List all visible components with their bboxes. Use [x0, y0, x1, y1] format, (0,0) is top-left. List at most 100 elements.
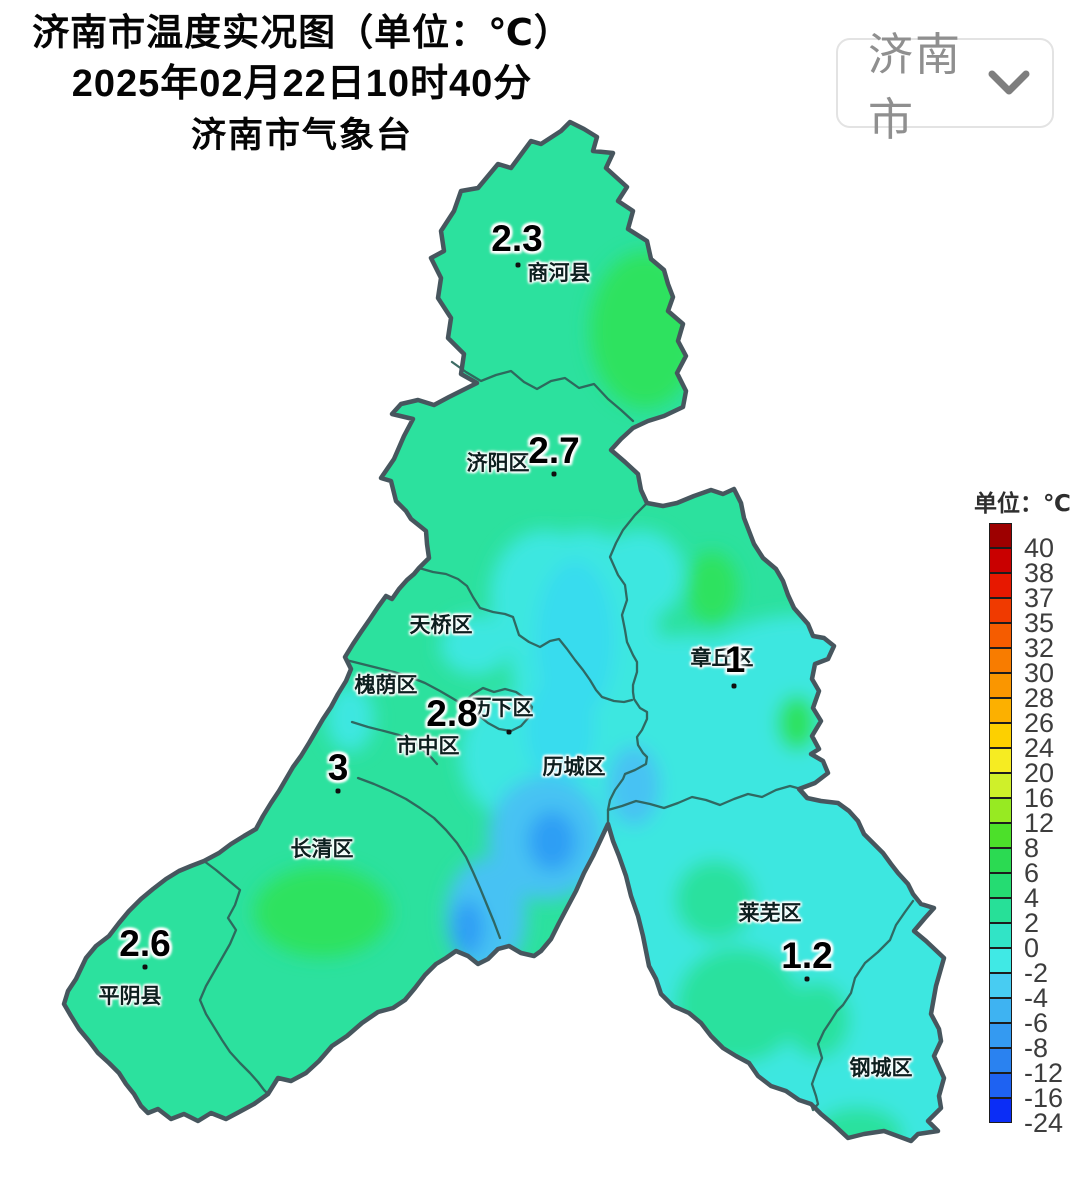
district-label-zhangqiu: 章丘区 [690, 647, 754, 670]
legend-swatch [989, 998, 1012, 1023]
region-selector-value: 济南市 [868, 29, 963, 145]
legend-swatch [989, 773, 1012, 798]
station-dot-jiyang [551, 471, 557, 477]
legend-swatch [989, 673, 1012, 698]
legend-tick-label: 8 [1024, 833, 1040, 863]
legend-tick-label: 32 [1024, 633, 1055, 663]
legend-entry: -4 [989, 973, 1063, 1012]
district-label-shanghe: 商河县 [527, 262, 591, 285]
legend-tick-label: 28 [1024, 683, 1055, 713]
legend-swatch [989, 898, 1012, 923]
legend-entry: 32 [989, 623, 1063, 662]
legend-tick-label: 20 [1024, 758, 1055, 788]
legend-tick-label: -2 [1024, 958, 1049, 988]
district-label-jiyang: 济阳区 [466, 452, 530, 475]
map-header: 济南市温度实况图（单位：℃） 2025年02月22日10时40分 济南市气象台 [0, 8, 604, 160]
legend-tick-label: 35 [1024, 608, 1055, 638]
district-label-pingyin: 平阴县 [98, 985, 162, 1008]
district-label-shizhong: 市中区 [396, 735, 460, 758]
legend-tick-label: -4 [1024, 983, 1049, 1013]
district-label-gangcheng: 钢城区 [849, 1057, 913, 1080]
legend-tick-label: 16 [1024, 783, 1055, 813]
legend-swatch [989, 648, 1012, 673]
district-label-tianqiao: 天桥区 [409, 614, 473, 637]
legend-entry: 37 [989, 573, 1063, 612]
legend-entry: -6 [989, 998, 1063, 1037]
legend-swatch [989, 698, 1012, 723]
legend-entry: 35 [989, 598, 1063, 637]
legend-tick-label: 4 [1024, 883, 1040, 913]
legend-tick-label: 37 [1024, 583, 1055, 613]
legend-entry: 2 [989, 898, 1063, 937]
legend-entry: 6 [989, 848, 1063, 887]
legend-entry: 20 [989, 748, 1063, 787]
legend-tick-label: 40 [1024, 533, 1055, 563]
temp-label-changqing: 3 [327, 747, 349, 788]
legend-tick-label: -24 [1024, 1108, 1064, 1138]
agency-name: 济南市气象台 [190, 116, 413, 156]
district-label-laiwu: 莱芜区 [738, 902, 802, 925]
legend-swatch [989, 573, 1012, 598]
legend-tick-label: 12 [1024, 808, 1055, 838]
color-legend: 40 38 37 35 32 30 28 26 24 20 16 12 8 6 … [989, 523, 1064, 1137]
legend-swatch [989, 823, 1012, 848]
station-dot-laiwu [804, 976, 810, 982]
legend-swatch [989, 798, 1012, 823]
district-label-licheng: 历城区 [542, 756, 606, 779]
legend-unit-label: 单位：℃ [974, 490, 1071, 516]
legend-swatch [989, 623, 1012, 648]
legend-tick-label: 26 [1024, 708, 1055, 738]
station-dot-changqing [335, 788, 341, 794]
legend-entry: -8 [989, 1023, 1063, 1062]
legend-tick-label: -6 [1024, 1008, 1049, 1038]
legend-tick-label: 0 [1024, 933, 1040, 963]
district-label-lixia: 历下区 [470, 697, 534, 720]
legend-swatch [989, 1073, 1012, 1098]
city-outline [61, 119, 947, 1144]
legend-swatch [989, 873, 1012, 898]
legend-tick-label: 30 [1024, 658, 1055, 688]
legend-entry: 26 [989, 698, 1063, 737]
legend-entry: 12 [989, 798, 1063, 837]
legend-entry: 0 [989, 923, 1063, 962]
station-dot-pingyin [142, 964, 148, 970]
timestamp: 2025年02月22日10时40分 [71, 62, 533, 105]
legend-swatch [989, 523, 1012, 548]
legend-entry: -16 [989, 1073, 1063, 1112]
legend-entry: 28 [989, 673, 1063, 712]
legend-tick-label: -8 [1024, 1033, 1049, 1063]
legend-swatch [989, 923, 1012, 948]
legend-swatch [989, 948, 1012, 973]
legend-swatch [989, 848, 1012, 873]
station-dot-shizhong [506, 729, 512, 735]
legend-entry: 8 [989, 823, 1063, 862]
legend-swatch [989, 1098, 1012, 1123]
legend-tick-label: 6 [1024, 858, 1040, 888]
temp-label-zhangqiu: 1 [724, 639, 746, 680]
temp-label-shizhong: 2.8 [426, 693, 478, 734]
legend-entry: 24 [989, 723, 1063, 762]
legend-swatch [989, 723, 1012, 748]
legend-swatch [989, 1048, 1012, 1073]
legend-entry: -2 [989, 948, 1063, 987]
page-title: 济南市温度实况图（单位：℃） [32, 12, 572, 53]
district-label-changqing: 长清区 [290, 838, 354, 861]
district-label-huaiyin: 槐荫区 [354, 674, 418, 697]
legend-tick-label: 38 [1024, 558, 1055, 588]
legend-tick-label: -16 [1024, 1083, 1064, 1113]
legend-entry: -24 [989, 1098, 1063, 1137]
temp-label-laiwu: 1.2 [781, 935, 833, 976]
legend-entry: 30 [989, 648, 1063, 687]
temp-label-shanghe: 2.3 [491, 218, 543, 259]
legend-swatch [989, 548, 1012, 573]
chevron-down-icon [988, 70, 1030, 95]
legend-entry: 16 [989, 773, 1063, 812]
station-dot-zhangqiu [731, 683, 737, 689]
legend-entry: 4 [989, 873, 1063, 912]
legend-tick-label: 24 [1024, 733, 1055, 763]
temp-label-pingyin: 2.6 [119, 923, 171, 964]
legend-tick-label: -12 [1024, 1058, 1064, 1088]
region-selector-dropdown[interactable]: 济南市 [836, 29, 1054, 145]
